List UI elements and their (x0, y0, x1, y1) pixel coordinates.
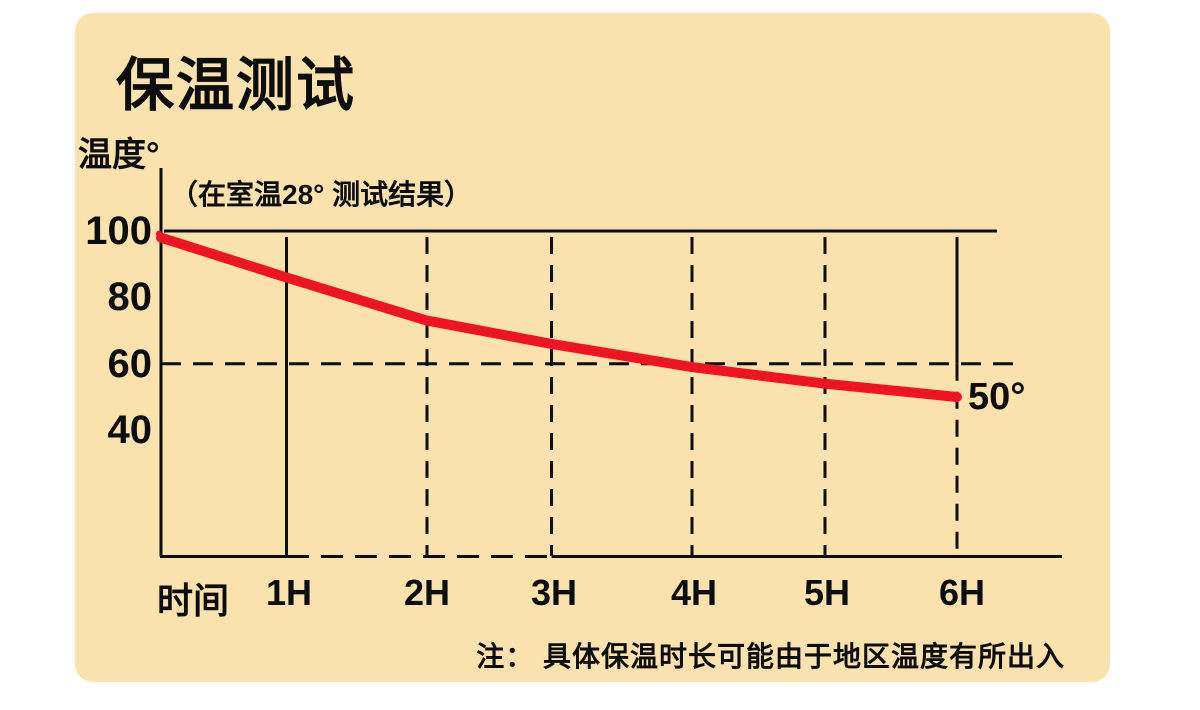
y-tick-40: 40 (107, 408, 153, 453)
x-label-1h: 1H (265, 572, 313, 613)
curve-end-value-label: 50° (968, 376, 1026, 418)
y-axis-label: 温度° (78, 136, 160, 174)
page-title: 保温测试 (116, 53, 357, 118)
x-label-4h: 4H (670, 572, 718, 613)
x-label-6h: 6H (938, 572, 986, 613)
y-tick-60: 60 (107, 341, 153, 386)
y-tick-100: 100 (85, 209, 152, 253)
chart-subtitle: （在室温28° 测试结果） (170, 179, 473, 210)
temperature-curve (156, 232, 962, 402)
curve-start-dot (156, 230, 162, 237)
footnote: 注： 具体保温时长可能由于地区温度有所出入 (476, 641, 1065, 672)
x-label-3h: 3H (530, 572, 578, 613)
x-label-5h: 5H (803, 572, 851, 613)
y-tick-80: 80 (107, 275, 153, 320)
x-label-time: 时间 (156, 580, 229, 621)
x-label-2h: 2H (403, 572, 451, 613)
